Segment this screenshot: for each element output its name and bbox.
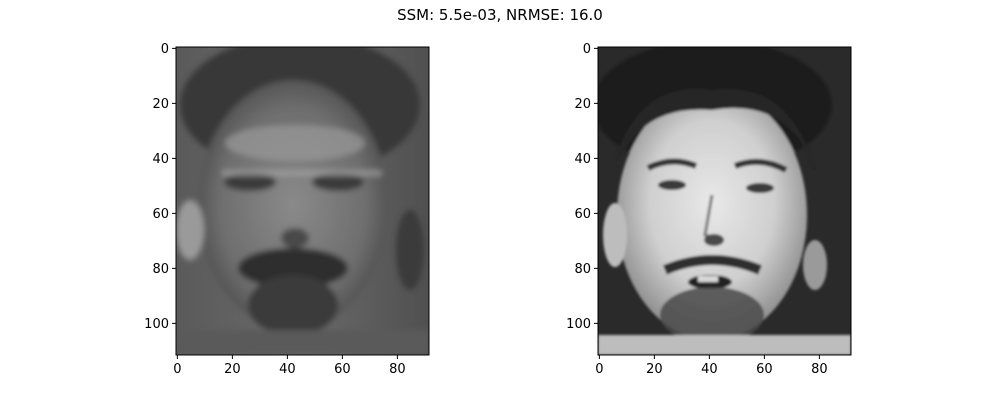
right-ytick-label-80: 80	[574, 262, 591, 277]
left-ytick-label-0: 0	[161, 42, 169, 57]
left-xtick-label-60: 60	[334, 362, 351, 377]
right-xtick-label-40: 40	[701, 362, 718, 377]
left-ytick-label-20: 20	[152, 97, 169, 112]
left-image	[176, 35, 429, 355]
left-ytick-label-80: 80	[152, 262, 169, 277]
right-ytick-label-0: 0	[583, 42, 591, 57]
right-ytick-label-100: 100	[566, 317, 591, 332]
right-xtick-label-0: 0	[595, 362, 603, 377]
right-ytick-label-40: 40	[574, 152, 591, 167]
right-xtick-label-60: 60	[756, 362, 773, 377]
left-xtick-label-40: 40	[279, 362, 296, 377]
right-ytick-label-60: 60	[574, 207, 591, 222]
left-ytick-label-100: 100	[144, 317, 169, 332]
right-image	[592, 40, 851, 355]
left-ytick-label-40: 40	[152, 152, 169, 167]
left-xtick-label-20: 20	[224, 362, 241, 377]
left-xtick-label-0: 0	[173, 362, 181, 377]
right-axes: 0 20 40 60 80 0 20 40 60 80 100	[566, 40, 851, 377]
right-xtick-label-20: 20	[646, 362, 663, 377]
left-axes: 0 20 40 60 80 0 20 40 60 80 100	[144, 35, 429, 377]
right-ytick-label-20: 20	[574, 97, 591, 112]
left-xtick-label-80: 80	[389, 362, 406, 377]
right-xtick-label-80: 80	[811, 362, 828, 377]
left-ytick-label-60: 60	[152, 207, 169, 222]
